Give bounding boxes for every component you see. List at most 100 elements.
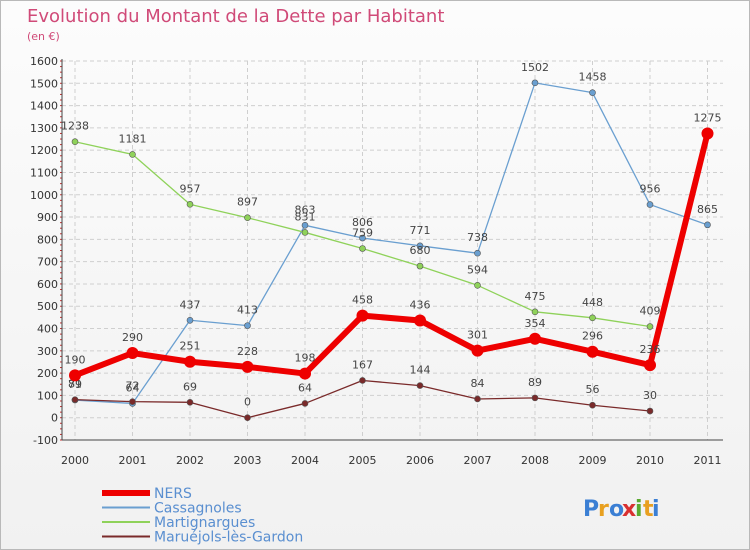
- data-label: 1238: [61, 120, 89, 133]
- data-point: [474, 249, 481, 257]
- data-point: [69, 369, 81, 382]
- data-point: [356, 309, 369, 322]
- data-label: 475: [525, 290, 546, 303]
- data-label: 167: [352, 358, 373, 371]
- data-label: 437: [180, 298, 201, 311]
- data-point: [529, 332, 541, 345]
- logo-letter: x: [622, 497, 636, 522]
- y-tick-label: 0: [51, 412, 58, 425]
- data-point: [474, 281, 481, 289]
- proxiti-logo: Pr oxi ti: [583, 497, 660, 522]
- data-label: 897: [237, 196, 258, 209]
- series-cassagnoles: 79 64 437 413 863 806 771 738 1502 1458 956 865: [68, 61, 718, 407]
- data-label: 1275: [694, 111, 722, 124]
- data-label: 413: [237, 304, 258, 317]
- data-label: 56: [586, 383, 600, 396]
- data-label: 409: [640, 305, 661, 318]
- series-line: [72, 130, 711, 379]
- data-point: [301, 229, 309, 236]
- data-point: [186, 316, 194, 324]
- data-label: 865: [697, 203, 718, 216]
- data-label: 69: [183, 380, 197, 393]
- data-point: [71, 138, 79, 146]
- data-point: [474, 395, 481, 403]
- y-tick-label: 500: [37, 300, 58, 313]
- x-tick-label: 2010: [636, 454, 664, 467]
- data-label: 738: [467, 231, 488, 244]
- logo-letter: i: [635, 497, 643, 522]
- y-tick-label: 300: [37, 345, 58, 358]
- data-point: [186, 399, 194, 406]
- legend-label: Martignargues: [154, 515, 255, 531]
- data-point: [589, 89, 596, 96]
- y-tick-label: 400: [37, 323, 58, 336]
- x-tick-label: 2001: [119, 454, 147, 467]
- legend-label: Maruéjols-lès-Gardon: [154, 530, 303, 546]
- y-tick-label: 200: [37, 367, 58, 380]
- x-tick-label: 2011: [694, 454, 722, 467]
- data-point: [416, 382, 424, 389]
- data-label: 30: [643, 389, 657, 402]
- legend-label: Cassagnoles: [154, 501, 242, 517]
- data-label: 64: [126, 381, 140, 394]
- y-tick-label: 700: [37, 256, 58, 269]
- data-point: [244, 414, 251, 422]
- legend-label: NERS: [154, 486, 192, 502]
- data-point: [646, 323, 654, 330]
- y-tick-label: 1500: [30, 77, 58, 90]
- data-label: 236: [640, 343, 661, 356]
- logo-letter: i: [652, 497, 660, 522]
- data-label: 680: [410, 244, 431, 257]
- chart-subtitle: (en €): [27, 30, 60, 43]
- data-point: [359, 234, 366, 242]
- data-point: [71, 396, 79, 403]
- data-label: 1181: [119, 132, 147, 145]
- data-label: 64: [298, 381, 312, 394]
- data-label: 956: [640, 183, 661, 196]
- data-label: 831: [295, 210, 316, 223]
- data-point: [301, 222, 309, 229]
- data-label: 957: [180, 182, 201, 195]
- data-label: 0: [244, 396, 251, 409]
- data-label: 290: [122, 331, 143, 344]
- x-tick-label: 2002: [176, 454, 204, 467]
- data-point: [471, 344, 484, 357]
- data-point: [129, 398, 136, 405]
- data-point: [126, 347, 139, 360]
- data-point: [244, 214, 251, 222]
- x-tick-label: 2006: [406, 454, 434, 467]
- data-label: 458: [352, 294, 373, 307]
- data-label: 1502: [521, 61, 549, 74]
- y-tick-label: -100: [33, 434, 58, 447]
- data-label: 198: [295, 352, 316, 365]
- data-point: [184, 355, 196, 368]
- logo-letter: t: [643, 497, 654, 522]
- data-label: 89: [528, 376, 542, 389]
- data-label: 144: [410, 364, 431, 377]
- x-tick-label: 2009: [579, 454, 607, 467]
- logo-letter: o: [609, 497, 624, 522]
- data-label: 759: [352, 226, 373, 239]
- data-point: [644, 359, 656, 372]
- data-label: 301: [467, 329, 488, 342]
- data-label: 72: [126, 380, 140, 393]
- data-label: 190: [65, 353, 86, 366]
- data-label: 79: [68, 378, 82, 391]
- logo-letter: P: [583, 497, 599, 522]
- data-label: 84: [471, 377, 485, 390]
- data-label: 863: [295, 203, 316, 216]
- data-label: 296: [582, 330, 603, 343]
- data-point: [359, 377, 366, 384]
- data-point: [531, 308, 539, 316]
- data-point: [416, 262, 424, 270]
- data-label: 354: [525, 317, 546, 330]
- x-tick-label: 2000: [61, 454, 89, 467]
- data-label: 81: [68, 378, 82, 391]
- axes: -100010020030040050060070080090010001100…: [30, 55, 723, 467]
- x-tick-label: 2003: [234, 454, 262, 467]
- data-point: [129, 151, 136, 158]
- data-point: [646, 201, 654, 208]
- y-tick-label: 800: [37, 233, 58, 246]
